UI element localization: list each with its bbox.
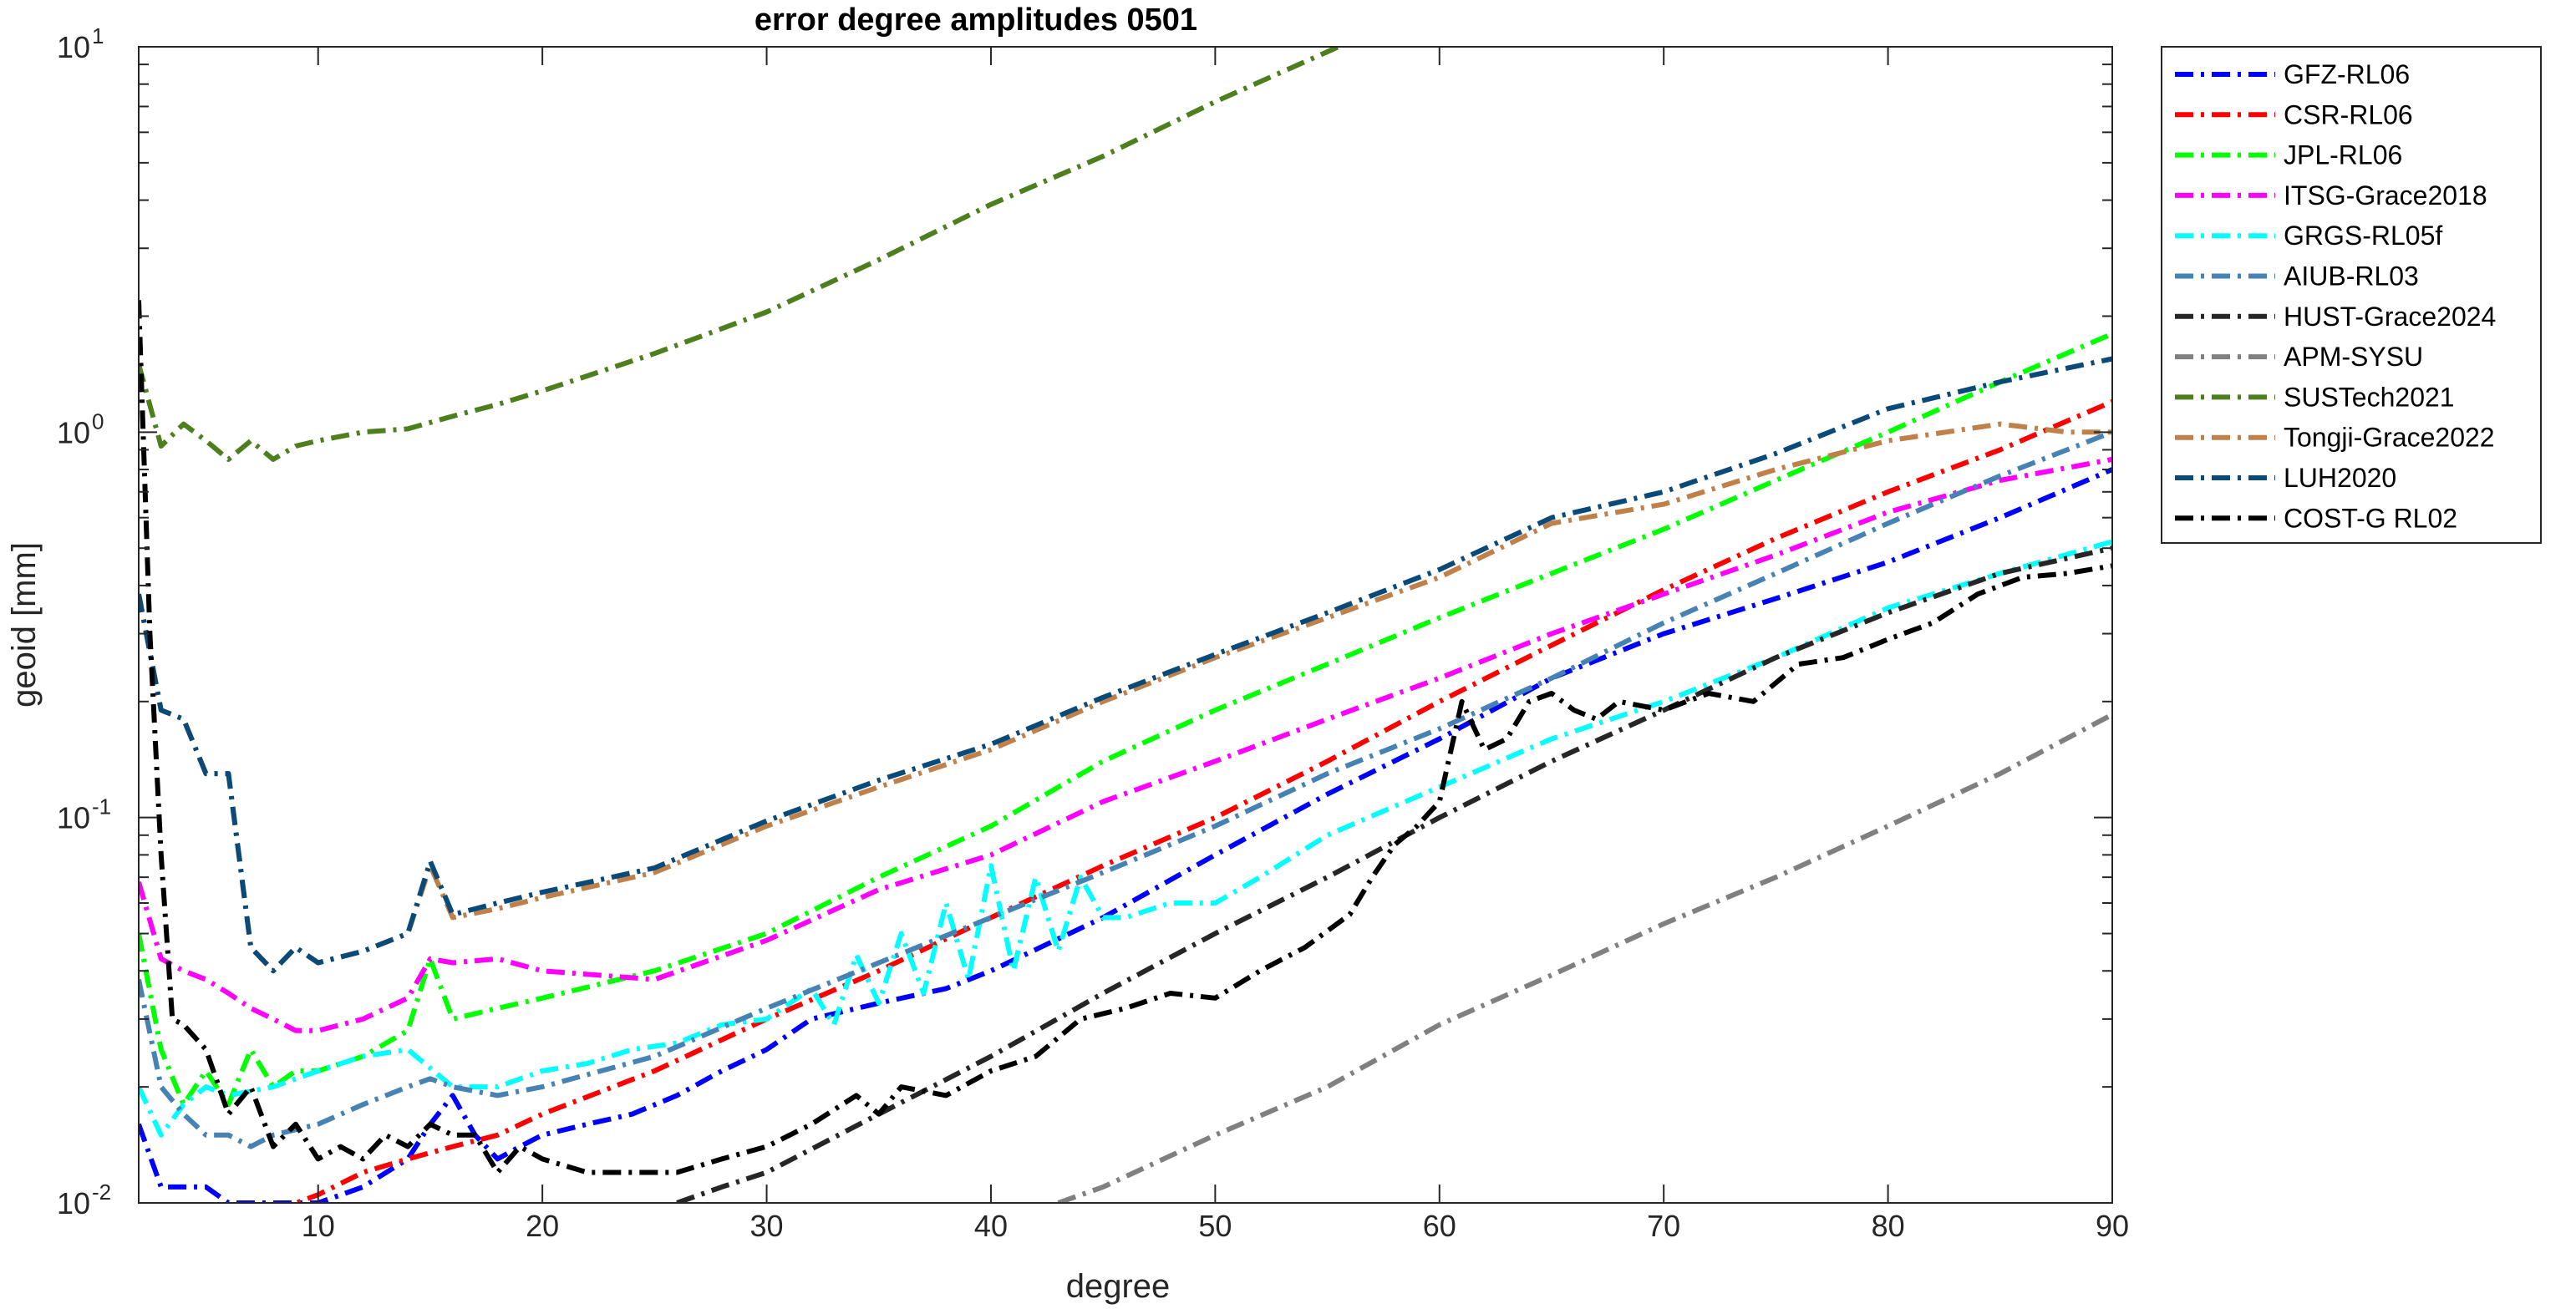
- legend-label-4: ITSG-Grace2018: [2284, 180, 2487, 211]
- x-tick-label: 70: [1647, 1209, 1680, 1243]
- y-tick-exponent: -1: [92, 794, 111, 819]
- x-tick-label: 40: [974, 1209, 1008, 1243]
- legend-label-2: CSR-RL06: [2284, 99, 2413, 129]
- x-axis-label: degree: [1066, 1268, 1171, 1305]
- series-line-12: [139, 300, 2112, 1175]
- legend-label-6: AIUB-RL03: [2284, 261, 2419, 292]
- y-tick-exponent: 0: [92, 408, 104, 434]
- plot-area-frame: [138, 46, 2113, 1204]
- x-tick-label: 90: [2096, 1209, 2129, 1243]
- legend-label-12: COST-G RL02: [2284, 503, 2457, 533]
- series-line-4: [139, 456, 2112, 1033]
- x-tick-label: 30: [750, 1209, 784, 1243]
- series-line-7: [676, 545, 2112, 1203]
- series-line-3: [139, 331, 2112, 1108]
- legend-label-10: Tongji-Grace2022: [2284, 423, 2495, 453]
- y-tick-exponent: 1: [92, 23, 104, 48]
- legend-label-11: LUH2020: [2284, 463, 2396, 493]
- legend-label-7: HUST-Grace2024: [2284, 302, 2496, 332]
- y-tick-label: 10: [57, 1186, 90, 1220]
- series-line-6: [139, 429, 2112, 1149]
- y-tick-label: 10: [57, 30, 90, 64]
- legend-label-5: GRGS-RL05f: [2284, 221, 2442, 251]
- x-tick-label: 20: [526, 1209, 559, 1243]
- x-tick-label: 60: [1423, 1209, 1456, 1243]
- chart-title: error degree amplitudes 0501: [755, 3, 1197, 38]
- legend-box: [2161, 46, 2542, 544]
- y-tick-label: 10: [57, 415, 90, 449]
- x-tick-label: 80: [1872, 1209, 1905, 1243]
- legend: GFZ-RL06 CSR-RL06 JPL-RL06 ITSG-Grace2018 GR…: [2161, 46, 2542, 544]
- y-tick-exponent: -2: [92, 1180, 111, 1205]
- legend-label-8: APM-SYSU: [2284, 342, 2423, 372]
- legend-label-9: SUSTech2021: [2284, 382, 2455, 412]
- y-tick-label: 10: [57, 801, 90, 835]
- series-layer: [139, 47, 2112, 1203]
- y-axis-label: geoid [mm]: [6, 542, 43, 708]
- x-tick-label: 10: [302, 1209, 335, 1243]
- series-line-9: [139, 47, 1340, 462]
- legend-label-3: JPL-RL06: [2284, 140, 2402, 170]
- x-tick-label: 50: [1198, 1209, 1232, 1243]
- series-line-11: [139, 356, 2112, 974]
- series-line-5: [139, 539, 2112, 1138]
- legend-label-1: GFZ-RL06: [2284, 59, 2410, 89]
- series-line-2: [288, 399, 2112, 1203]
